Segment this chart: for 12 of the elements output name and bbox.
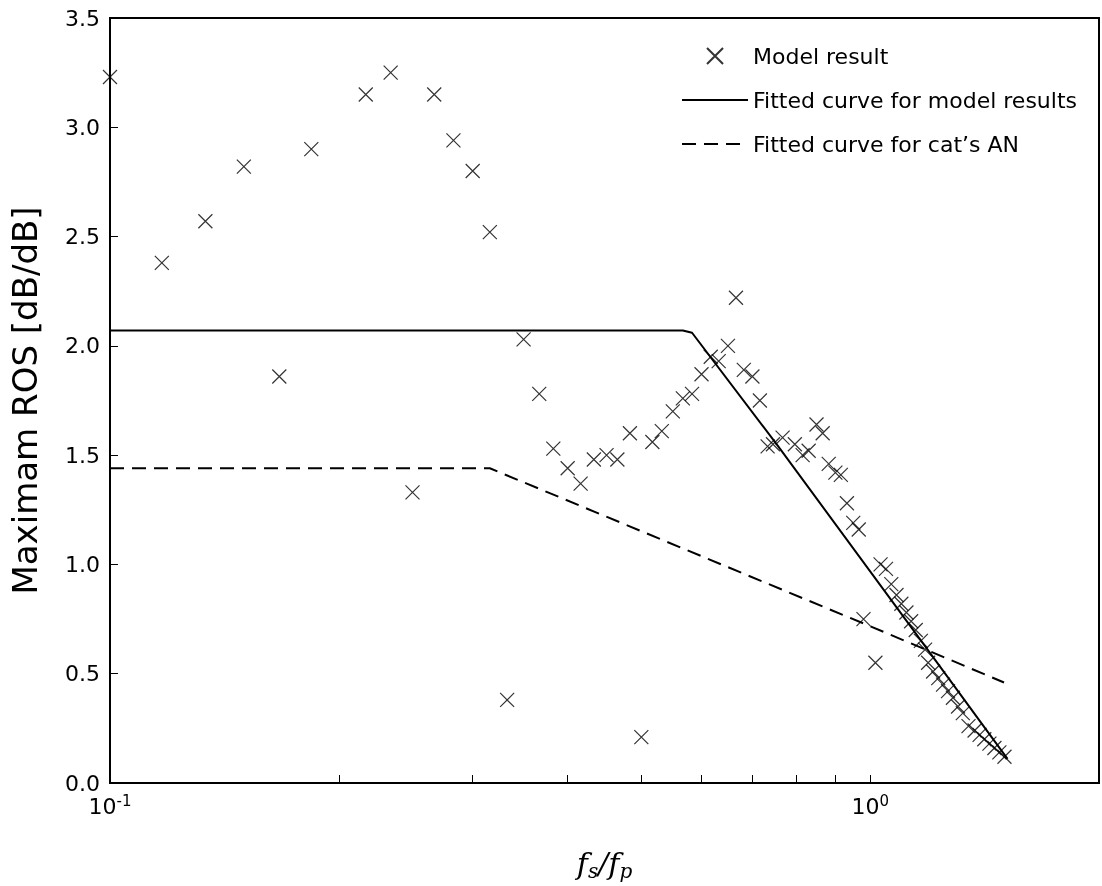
legend-label: Fitted curve for model results: [753, 87, 1077, 113]
y-tick-label: 0.5: [65, 661, 100, 687]
legend-label: Fitted curve for cat’s AN: [753, 131, 1019, 157]
y-tick-label: 3.5: [65, 5, 100, 31]
y-tick-label: 2.5: [65, 224, 100, 250]
legend-label: Model result: [753, 43, 889, 69]
y-tick-label: 1.0: [65, 551, 100, 577]
y-tick-label: 3.0: [65, 114, 100, 140]
y-axis-title: Maximam ROS [dB/dB]: [5, 206, 45, 595]
y-tick-label: 1.5: [65, 442, 100, 468]
y-tick-label: 0.0: [65, 770, 100, 796]
y-tick-label: 2.0: [65, 333, 100, 359]
